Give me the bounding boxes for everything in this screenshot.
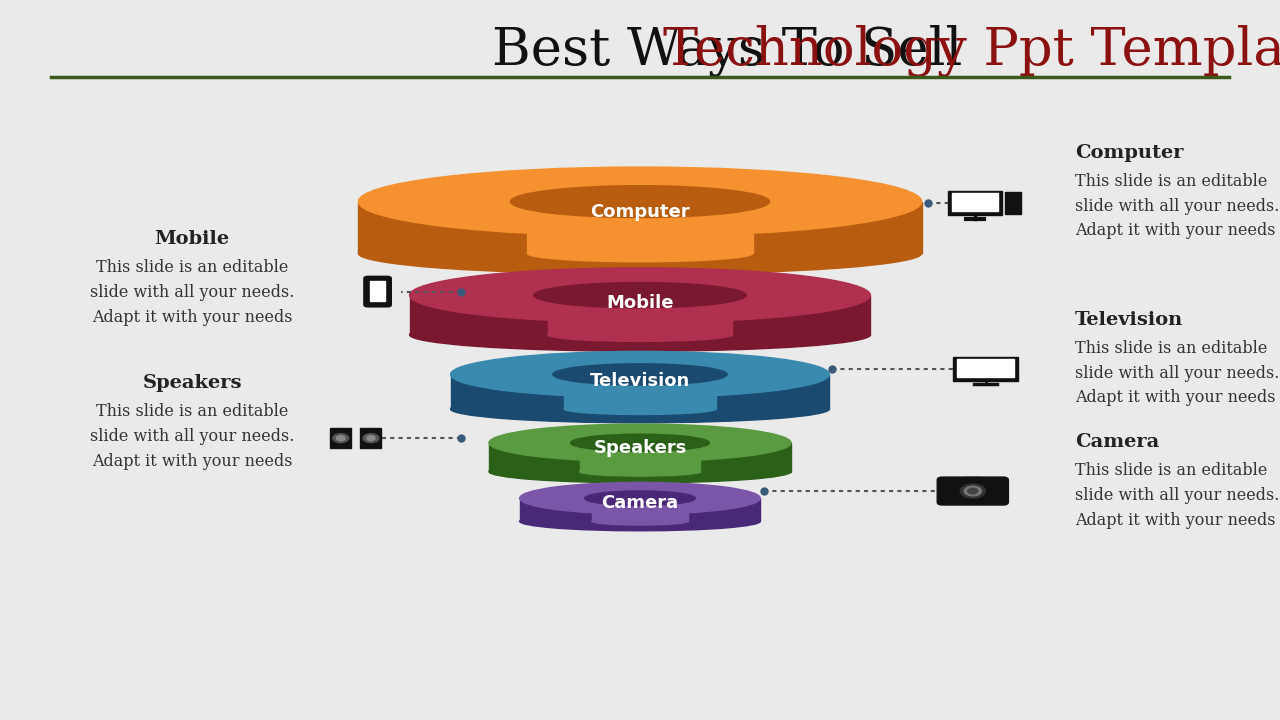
Ellipse shape	[451, 395, 829, 423]
Circle shape	[364, 433, 379, 443]
Ellipse shape	[358, 167, 922, 236]
Ellipse shape	[591, 492, 689, 505]
Polygon shape	[564, 374, 716, 409]
Ellipse shape	[520, 512, 760, 531]
Polygon shape	[451, 374, 829, 409]
Text: This slide is an editable
slide with all your needs.
Adapt it with your needs: This slide is an editable slide with all…	[90, 259, 294, 325]
Ellipse shape	[585, 491, 695, 505]
Ellipse shape	[410, 318, 870, 351]
Circle shape	[960, 484, 986, 498]
FancyBboxPatch shape	[330, 428, 351, 449]
Text: Television: Television	[1075, 311, 1184, 329]
FancyBboxPatch shape	[370, 281, 385, 301]
Circle shape	[333, 433, 348, 443]
Text: This slide is an editable
slide with all your needs.
Adapt it with your needs: This slide is an editable slide with all…	[1075, 173, 1280, 239]
Ellipse shape	[489, 460, 791, 483]
Ellipse shape	[580, 467, 700, 476]
Ellipse shape	[548, 284, 732, 306]
Ellipse shape	[571, 434, 709, 451]
Text: Television: Television	[590, 372, 690, 390]
Text: Camera: Camera	[1075, 433, 1160, 451]
Text: Computer: Computer	[1075, 144, 1184, 162]
Text: Speakers: Speakers	[142, 374, 242, 392]
Polygon shape	[410, 295, 870, 335]
Ellipse shape	[553, 364, 727, 385]
Ellipse shape	[489, 424, 791, 462]
Text: Speakers: Speakers	[594, 439, 686, 457]
Polygon shape	[591, 498, 689, 521]
Ellipse shape	[534, 283, 746, 307]
FancyBboxPatch shape	[965, 477, 980, 482]
Text: Best Ways To Sell: Best Ways To Sell	[492, 25, 979, 77]
FancyBboxPatch shape	[1005, 192, 1020, 214]
Text: Mobile: Mobile	[607, 294, 673, 312]
Circle shape	[366, 436, 375, 441]
Text: Technology Ppt Template: Technology Ppt Template	[663, 25, 1280, 77]
Ellipse shape	[451, 351, 829, 397]
Circle shape	[968, 488, 978, 494]
Circle shape	[337, 436, 346, 441]
Polygon shape	[520, 498, 760, 521]
Ellipse shape	[527, 188, 753, 215]
Polygon shape	[580, 443, 700, 472]
Text: This slide is an editable
slide with all your needs.
Adapt it with your needs: This slide is an editable slide with all…	[1075, 340, 1280, 406]
Polygon shape	[358, 202, 922, 253]
FancyBboxPatch shape	[360, 428, 381, 449]
Polygon shape	[489, 443, 791, 472]
Text: Camera: Camera	[602, 494, 678, 512]
Ellipse shape	[591, 518, 689, 525]
FancyBboxPatch shape	[937, 477, 1009, 505]
Ellipse shape	[564, 403, 716, 415]
Ellipse shape	[527, 245, 753, 262]
Text: Mobile: Mobile	[155, 230, 229, 248]
Ellipse shape	[580, 436, 700, 450]
Ellipse shape	[548, 328, 732, 341]
Ellipse shape	[564, 365, 716, 384]
FancyBboxPatch shape	[364, 276, 392, 307]
FancyBboxPatch shape	[954, 356, 1018, 381]
Ellipse shape	[511, 186, 769, 217]
Ellipse shape	[358, 233, 922, 274]
Text: Best Ways To Sell Technology Ppt Template: Best Ways To Sell Technology Ppt Templat…	[59, 25, 1221, 77]
Text: This slide is an editable
slide with all your needs.
Adapt it with your needs: This slide is an editable slide with all…	[90, 403, 294, 469]
Ellipse shape	[520, 482, 760, 514]
FancyBboxPatch shape	[957, 359, 1014, 377]
Polygon shape	[527, 202, 753, 253]
Ellipse shape	[410, 268, 870, 323]
FancyBboxPatch shape	[951, 193, 998, 211]
Text: This slide is an editable
slide with all your needs.
Adapt it with your needs: This slide is an editable slide with all…	[1075, 462, 1280, 528]
Polygon shape	[548, 295, 732, 335]
FancyBboxPatch shape	[948, 191, 1002, 215]
Circle shape	[964, 486, 982, 496]
Text: Computer: Computer	[590, 203, 690, 221]
